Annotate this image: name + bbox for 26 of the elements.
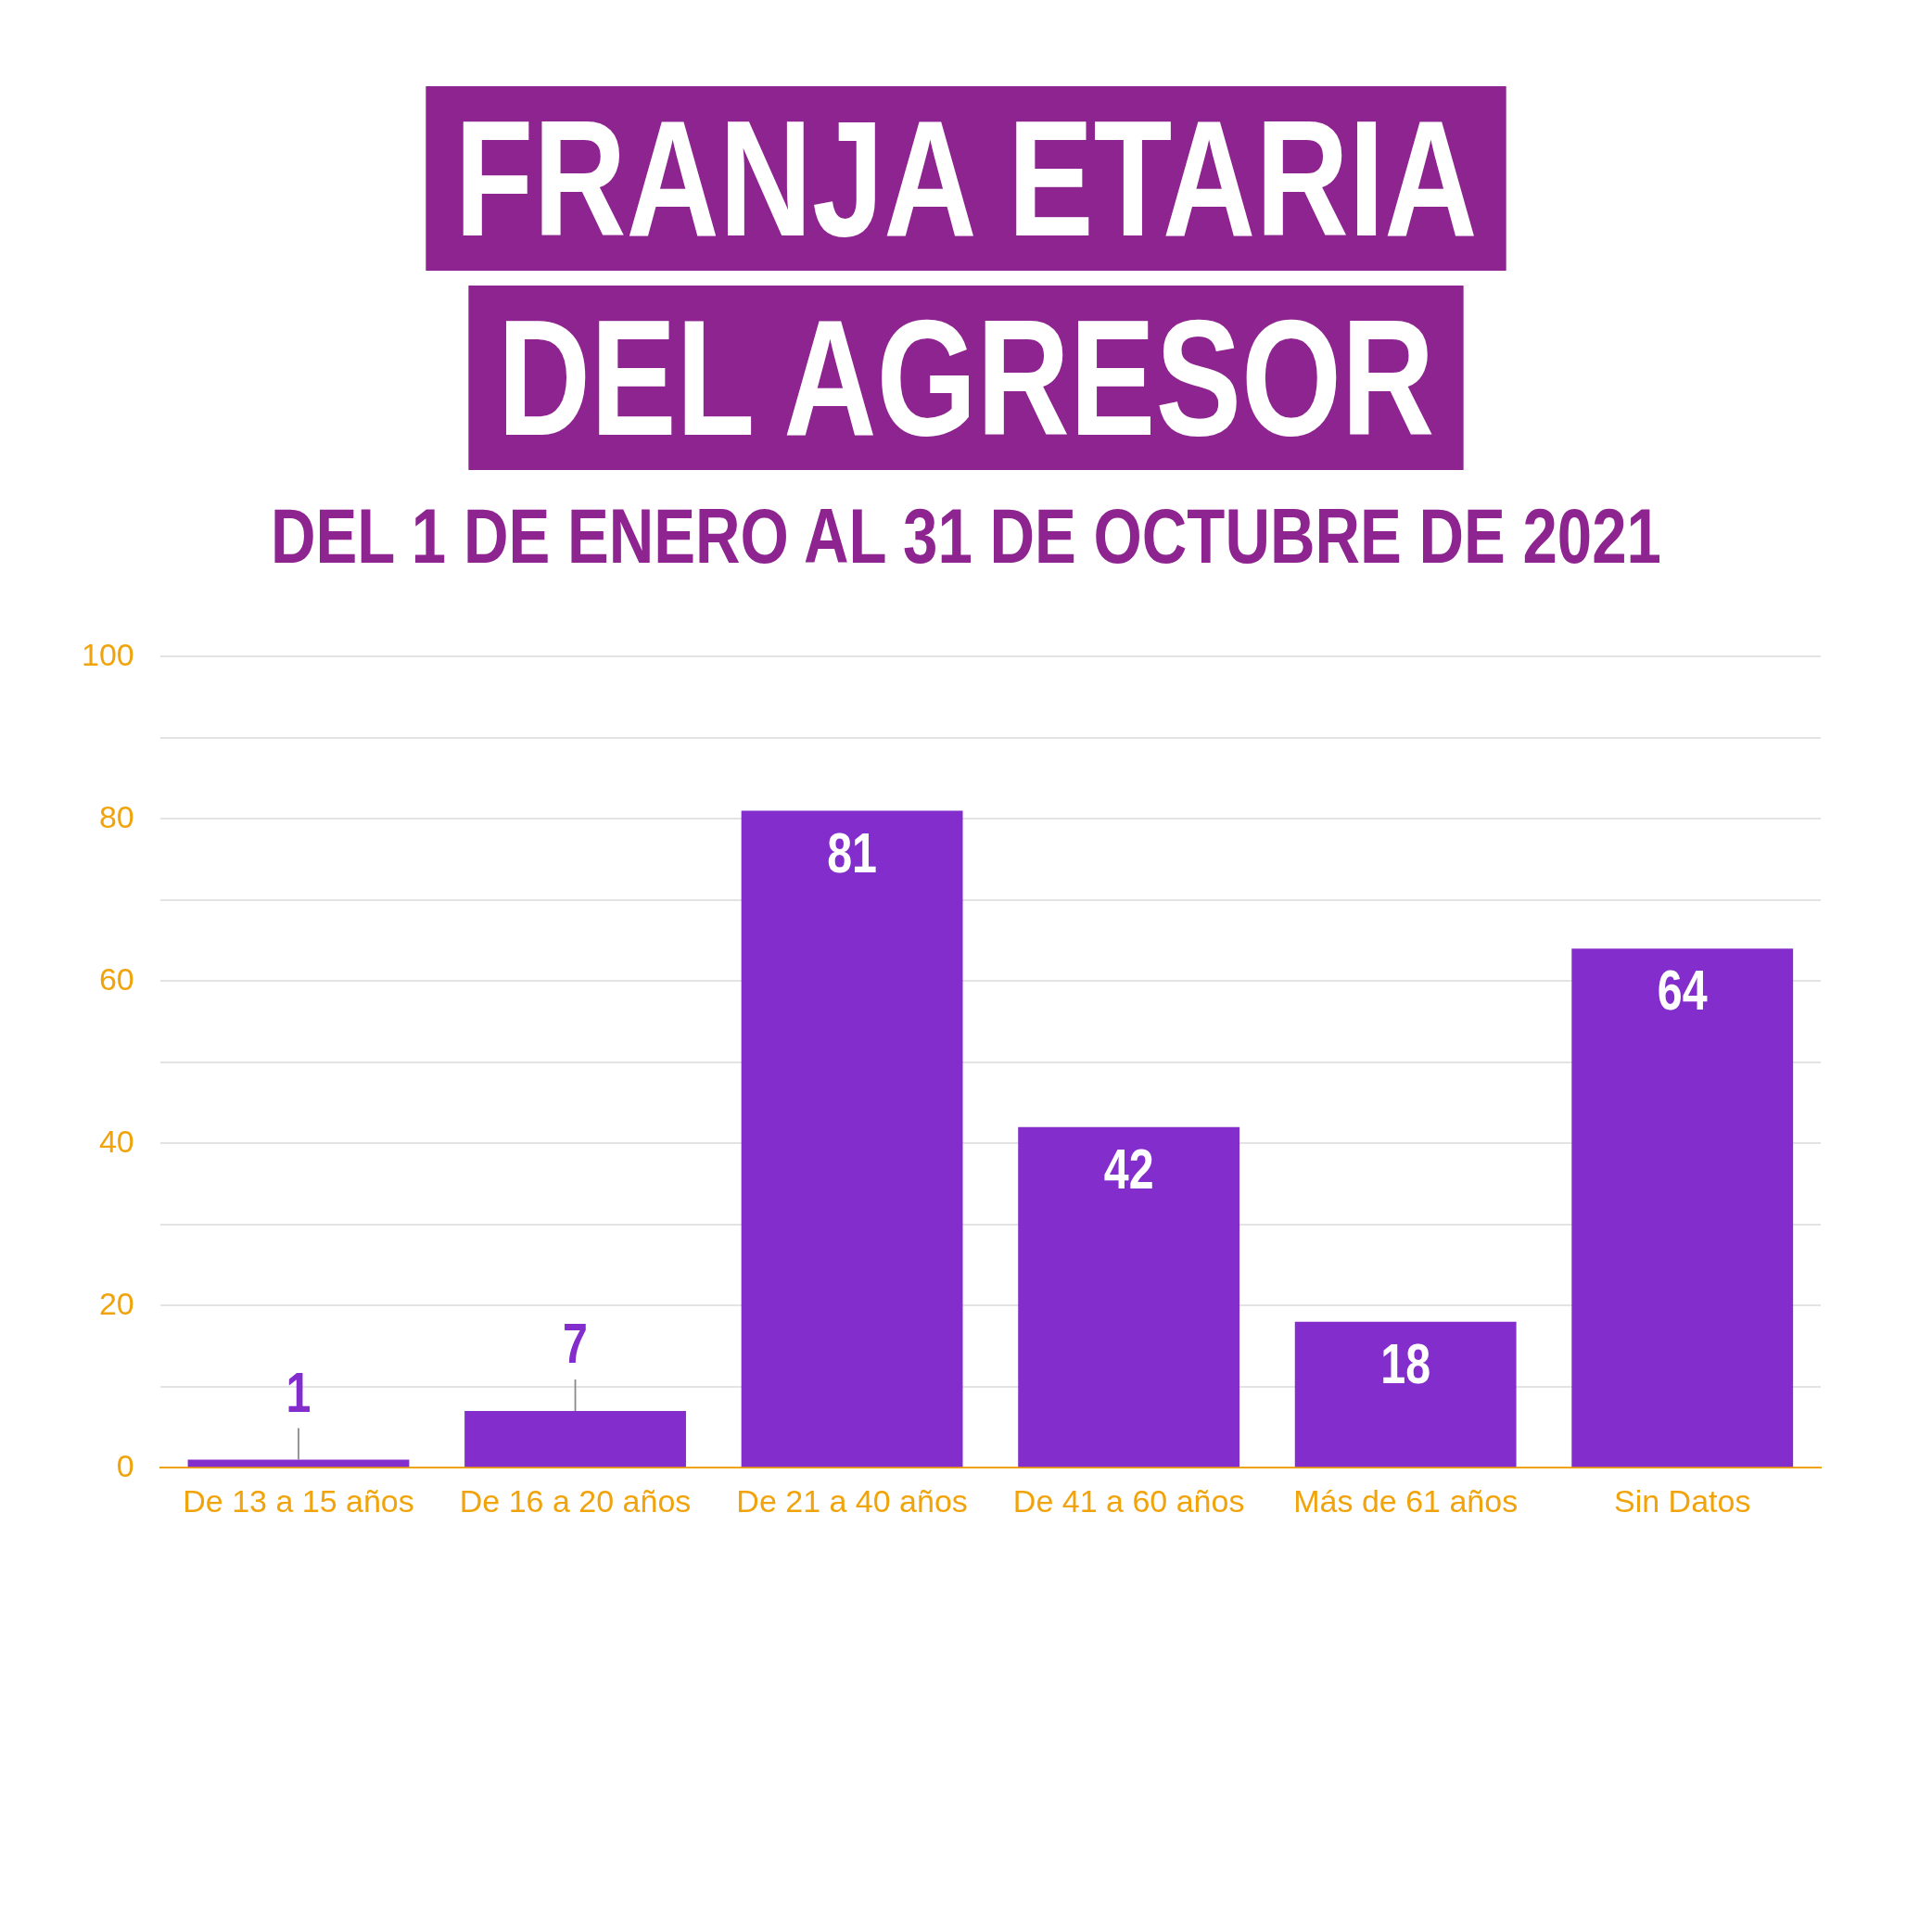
x-tick-label: De 13 a 15 años: [183, 1482, 414, 1519]
x-tick-label: De 21 a 40 años: [736, 1482, 968, 1519]
bar: [464, 1410, 686, 1468]
bar: [187, 1459, 410, 1468]
bar: [1571, 948, 1794, 1468]
y-tick-label: 20: [98, 1285, 134, 1321]
x-tick-label: De 16 a 20 años: [459, 1482, 692, 1519]
data-label: 18: [1380, 1331, 1431, 1396]
x-tick-label: Sin Datos: [1614, 1482, 1751, 1519]
y-tick-label: 80: [98, 798, 134, 834]
chart-title: FRANJA ETARIA DEL AGRESOR: [426, 86, 1506, 470]
chart-subtitle: DEL 1 DE ENERO AL 31 DE OCTUBRE DE 2021: [270, 491, 1662, 581]
x-tick-label: Más de 61 años: [1293, 1482, 1519, 1519]
y-tick-label: 0: [116, 1447, 134, 1483]
y-tick-label: 60: [98, 960, 134, 997]
bar: [1294, 1321, 1517, 1468]
data-label: 1: [286, 1359, 311, 1424]
x-tick-label: De 41 a 60 años: [1012, 1482, 1245, 1519]
bar: [1018, 1126, 1240, 1468]
data-label: 42: [1103, 1137, 1154, 1201]
y-tick-label: 100: [81, 636, 134, 672]
data-label: 7: [563, 1311, 588, 1376]
data-label: 81: [827, 820, 877, 885]
data-label: 64: [1657, 958, 1708, 1023]
y-tick-label: 40: [98, 1123, 134, 1159]
bar: [741, 810, 963, 1468]
